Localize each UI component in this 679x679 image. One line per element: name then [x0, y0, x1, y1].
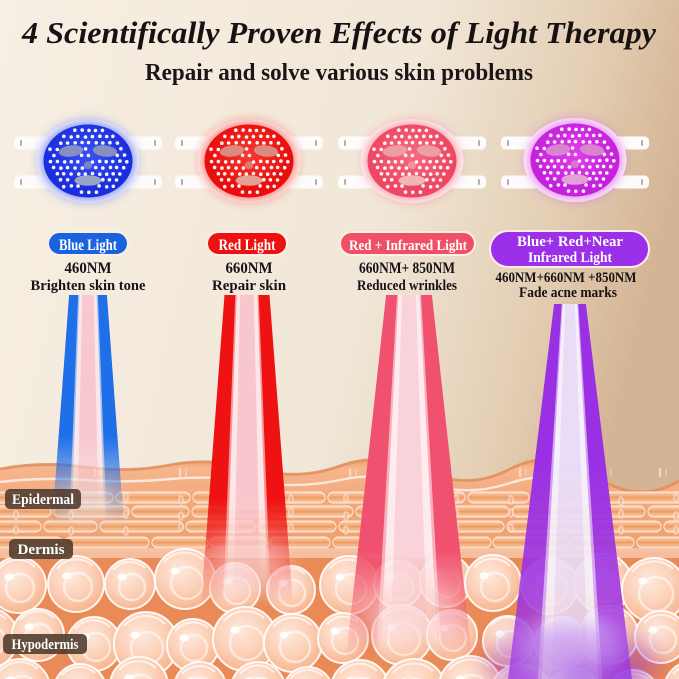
svg-text:460NM+660NM +850NM: 460NM+660NM +850NM: [496, 270, 637, 286]
svg-text:Infrared Light: Infrared Light: [528, 250, 612, 266]
svg-text:Blue Light: Blue Light: [59, 237, 118, 254]
svg-text:Fade acne marks: Fade acne marks: [519, 285, 617, 301]
svg-text:Dermis: Dermis: [18, 542, 65, 558]
svg-text:Red Light: Red Light: [219, 237, 277, 254]
svg-text:Repair skin: Repair skin: [212, 278, 287, 294]
svg-text:Epidermal: Epidermal: [12, 492, 74, 508]
svg-text:Blue+ Red+Near: Blue+ Red+Near: [517, 234, 624, 250]
svg-text:Repair and solve various skin: Repair and solve various skin problems: [145, 60, 533, 86]
svg-text:Reduced wrinkles: Reduced wrinkles: [357, 278, 457, 294]
svg-text:Red + Infrared Light: Red + Infrared Light: [349, 238, 467, 254]
svg-text:660NM: 660NM: [226, 260, 273, 277]
svg-text:4 Scientifically Proven Effect: 4 Scientifically Proven Effects of Light…: [21, 15, 656, 50]
svg-text:Hypodermis: Hypodermis: [12, 637, 79, 653]
svg-text:460NM: 460NM: [65, 260, 112, 277]
svg-text:660NM+ 850NM: 660NM+ 850NM: [359, 260, 455, 277]
svg-text:Brighten skin tone: Brighten skin tone: [31, 278, 146, 294]
